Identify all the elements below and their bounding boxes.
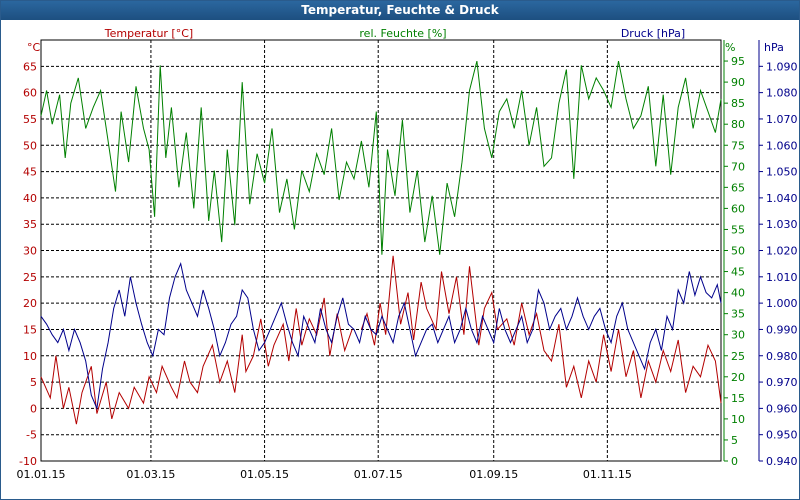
pressure-tick-label: 0.950 xyxy=(766,429,798,442)
humidity-tick-label: 65 xyxy=(731,181,745,194)
pressure-unit: hPa xyxy=(764,41,784,54)
humidity-series-line xyxy=(40,60,722,255)
x-tick-label: 01.09.15 xyxy=(469,468,518,481)
temperature-tick-label: 20 xyxy=(23,297,37,310)
humidity-tick-label: 50 xyxy=(731,245,745,258)
humidity-tick-label: 25 xyxy=(731,350,745,363)
humidity-tick-label: 95 xyxy=(731,55,745,68)
temperature-tick-label: 15 xyxy=(23,323,37,336)
pressure-tick-label: 1.060 xyxy=(766,139,798,152)
pressure-series-line xyxy=(40,262,722,411)
pressure-tick-label: 1.080 xyxy=(766,87,798,100)
humidity-tick-label: 0 xyxy=(731,455,738,468)
humidity-tick-label: 60 xyxy=(731,202,745,215)
pressure-tick-label: 0.940 xyxy=(766,455,798,468)
humidity-tick-label: 40 xyxy=(731,287,745,300)
humidity-tick-label: 15 xyxy=(731,392,745,405)
humidity-axis-label: rel. Feuchte [%] xyxy=(359,27,446,40)
temperature-tick-label: 40 xyxy=(23,192,37,205)
pressure-tick-label: 1.040 xyxy=(766,192,798,205)
window-title: Temperatur, Feuchte & Druck xyxy=(1,1,799,20)
humidity-tick-label: 30 xyxy=(731,329,745,342)
temperature-tick-label: -10 xyxy=(19,455,37,468)
humidity-tick-label: 90 xyxy=(731,76,745,89)
x-tick-label: 01.07.15 xyxy=(354,468,403,481)
temperature-tick-label: 60 xyxy=(23,87,37,100)
temperature-tick-label: 5 xyxy=(30,376,37,389)
temperature-tick-label: 65 xyxy=(23,60,37,73)
temperature-tick-label: 30 xyxy=(23,245,37,258)
humidity-tick-label: 5 xyxy=(731,434,738,447)
pressure-tick-label: 1.050 xyxy=(766,166,798,179)
pressure-tick-label: 0.980 xyxy=(766,350,798,363)
x-tick-label: 01.05.15 xyxy=(240,468,289,481)
humidity-tick-label: 20 xyxy=(731,371,745,384)
humidity-tick-label: 70 xyxy=(731,160,745,173)
axes: 01.01.15 01.03.15 01.05.15 01.07.15 01.09.15… xyxy=(17,40,798,481)
humidity-tick-label: 10 xyxy=(731,413,745,426)
pressure-tick-label: 1.030 xyxy=(766,218,798,231)
humidity-tick-label: 75 xyxy=(731,139,745,152)
humidity-tick-label: 35 xyxy=(731,308,745,321)
temperature-tick-label: 35 xyxy=(23,218,37,231)
humidity-tick-label: 80 xyxy=(731,118,745,131)
pressure-tick-label: 1.070 xyxy=(766,113,798,126)
temperature-tick-label: 0 xyxy=(30,402,37,415)
humidity-tick-label: 45 xyxy=(731,266,745,279)
humidity-tick-label: 85 xyxy=(731,97,745,110)
x-tick-label: 01.01.15 xyxy=(17,468,66,481)
temperature-tick-label: 55 xyxy=(23,113,37,126)
humidity-tick-label: 55 xyxy=(731,223,745,236)
pressure-tick-label: 0.960 xyxy=(766,402,798,415)
pressure-tick-label: 1.000 xyxy=(766,297,798,310)
pressure-tick-label: 0.970 xyxy=(766,376,798,389)
x-tick-label: 01.11.15 xyxy=(583,468,632,481)
x-tick-label: 01.03.15 xyxy=(126,468,175,481)
pressure-axis-label: Druck [hPa] xyxy=(621,27,685,40)
temperature-tick-label: 10 xyxy=(23,350,37,363)
temperature-series-line xyxy=(40,297,353,425)
temperature-tick-label: 45 xyxy=(23,166,37,179)
pressure-tick-label: 1.010 xyxy=(766,271,798,284)
temperature-tick-label: 50 xyxy=(23,139,37,152)
pressure-tick-label: 1.020 xyxy=(766,245,798,258)
temperature-tick-label: 25 xyxy=(23,271,37,284)
humidity-unit: % xyxy=(725,41,735,54)
temperature-tick-label: -5 xyxy=(26,429,37,442)
series-group xyxy=(40,60,722,425)
pressure-tick-label: 0.990 xyxy=(766,323,798,336)
temperature-series-line xyxy=(360,255,722,404)
temperature-unit: °C xyxy=(27,41,41,54)
temperature-axis-label: Temperatur [°C] xyxy=(104,27,193,40)
pressure-tick-label: 1.090 xyxy=(766,60,798,73)
